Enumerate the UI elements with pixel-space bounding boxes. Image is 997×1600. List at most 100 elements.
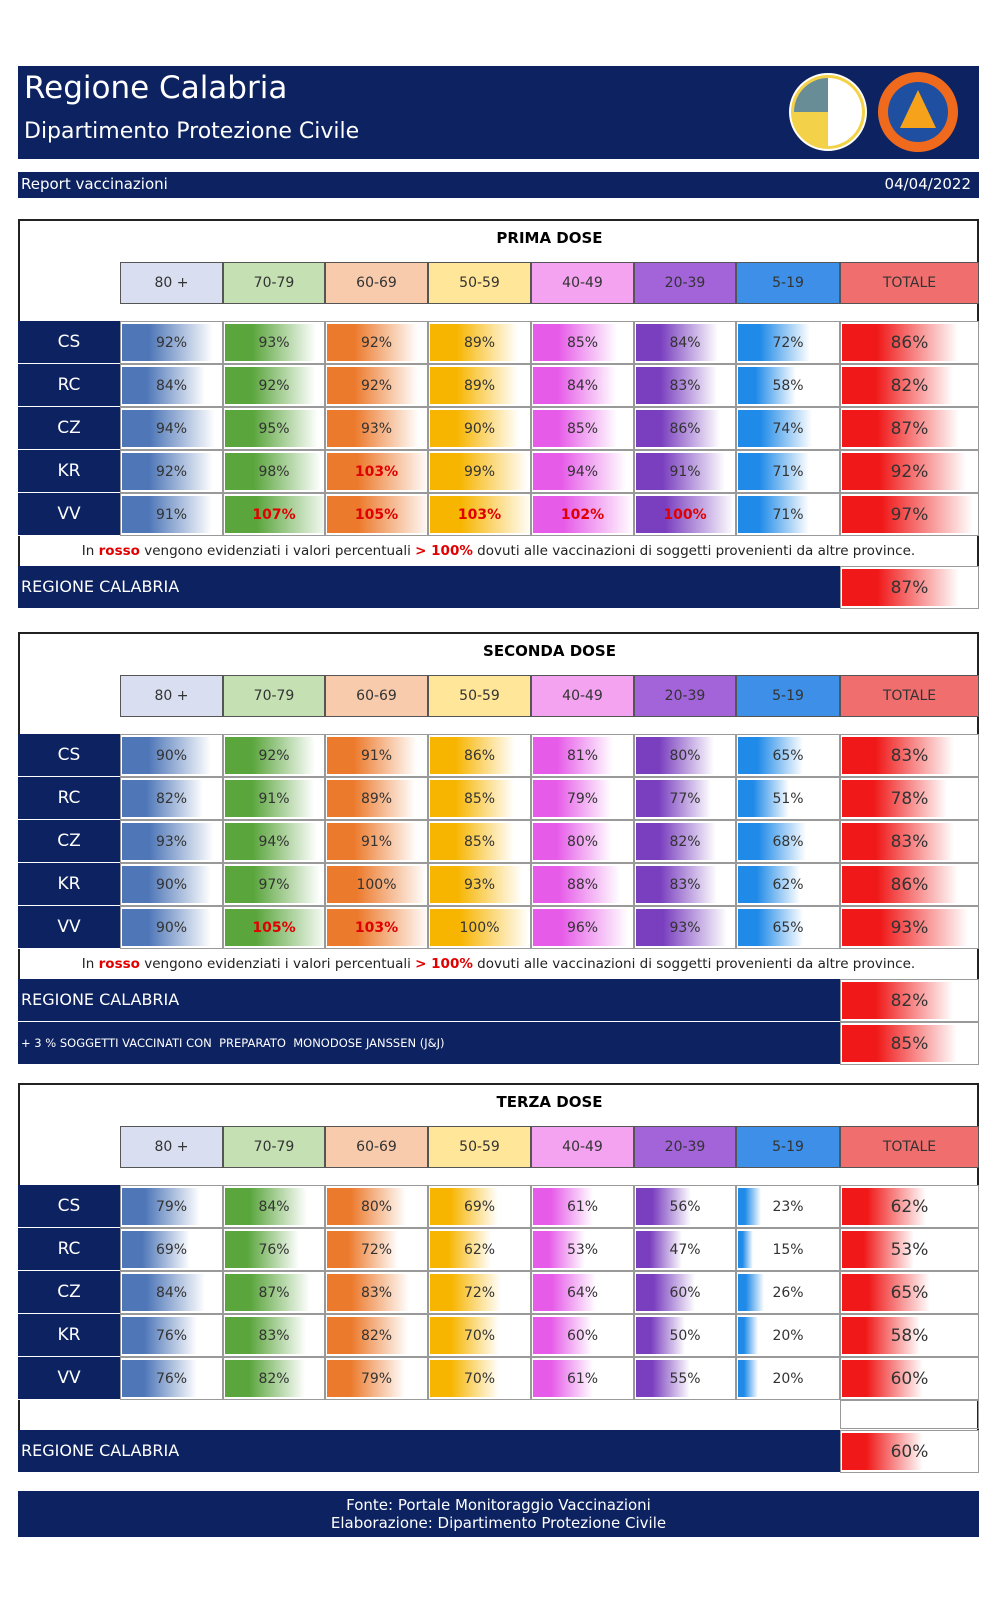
column-header: 5-19 — [736, 1126, 840, 1168]
data-bar — [122, 866, 212, 903]
cell: 93% — [120, 820, 223, 863]
cell: 84% — [120, 364, 223, 407]
note-part: rosso — [98, 543, 140, 559]
cell-value: 99% — [463, 463, 496, 480]
data-bar — [738, 1188, 761, 1225]
cell: 64% — [531, 1271, 634, 1314]
total-cell: 87% — [840, 566, 979, 609]
data-bar — [533, 866, 621, 903]
data-bar — [122, 1231, 191, 1268]
total-cell: 82% — [840, 979, 979, 1022]
total-label: REGIONE CALABRIA — [18, 979, 840, 1022]
footer: Fonte: Portale Monitoraggio Vaccinazioni… — [18, 1491, 979, 1537]
cell: 93% — [428, 863, 531, 906]
data-bar — [842, 569, 960, 606]
cell-value: 100% — [356, 876, 397, 893]
cell-value: 83% — [669, 876, 701, 893]
cell-value: 98% — [258, 463, 290, 480]
column-header: 80 + — [120, 1126, 223, 1168]
data-bar — [738, 1317, 758, 1354]
cell: 102% — [531, 493, 634, 536]
cell: 86% — [428, 734, 531, 777]
cell-value: 93% — [669, 919, 701, 936]
cell: 62% — [840, 1185, 979, 1228]
cell: 88% — [531, 863, 634, 906]
total-label: + 3 % SOGGETTI VACCINATI CON PREPARATO M… — [18, 1022, 840, 1065]
row-label: CS — [18, 321, 120, 364]
data-bar — [636, 324, 719, 361]
cell-value: 83% — [890, 745, 929, 766]
cell-value: 105% — [354, 506, 399, 523]
cell-value: 87% — [890, 418, 929, 439]
cell-value: 100% — [663, 506, 707, 523]
data-bar — [225, 1360, 306, 1397]
subtitle: Dipartimento Protezione Civile — [24, 119, 360, 144]
column-header: 40-49 — [531, 675, 634, 717]
cell: 26% — [736, 1271, 840, 1314]
cell: 15% — [736, 1228, 840, 1271]
data-bar — [636, 1274, 695, 1311]
data-bar — [327, 866, 426, 903]
data-bar — [636, 1317, 685, 1354]
cell: 77% — [634, 777, 736, 820]
cell: 83% — [223, 1314, 325, 1357]
data-bar — [738, 496, 809, 533]
data-bar — [842, 1025, 957, 1062]
cell-value: 80% — [669, 747, 701, 764]
cell-value: 103% — [457, 506, 502, 523]
data-bar — [430, 909, 529, 946]
cell-value: 60% — [669, 1284, 701, 1301]
data-bar — [738, 1231, 753, 1268]
total-value: 60% — [890, 1441, 929, 1462]
cell-value: 89% — [463, 334, 496, 351]
note-part: In — [81, 543, 99, 559]
data-bar — [327, 1360, 406, 1397]
column-header: 50-59 — [428, 675, 531, 717]
cell-value: 50% — [669, 1327, 701, 1344]
cell-value: 47% — [669, 1241, 701, 1258]
cell: 90% — [120, 863, 223, 906]
cell-value: 107% — [252, 506, 296, 523]
cell: 91% — [120, 493, 223, 536]
note-part: rosso — [98, 956, 140, 972]
cell-value: 79% — [566, 790, 599, 807]
cell: 69% — [428, 1185, 531, 1228]
header-bar: Regione Calabria Dipartimento Protezione… — [18, 66, 979, 159]
note: In rosso vengono evidenziati i valori pe… — [18, 538, 979, 564]
cell-value: 83% — [669, 377, 701, 394]
data-bar — [738, 410, 812, 447]
data-bar — [636, 496, 734, 533]
cell: 23% — [736, 1185, 840, 1228]
cell-value: 15% — [772, 1241, 804, 1258]
cell: 89% — [428, 321, 531, 364]
cell-value: 82% — [890, 375, 929, 396]
cell: 93% — [634, 906, 736, 949]
data-bar — [842, 780, 948, 817]
cell-value: 83% — [890, 831, 929, 852]
row-label: VV — [18, 906, 120, 949]
column-header: 40-49 — [531, 1126, 634, 1168]
data-bar — [842, 1274, 930, 1311]
cell-value: 90% — [155, 876, 188, 893]
cell-value: 94% — [566, 463, 599, 480]
total-value: 87% — [890, 577, 929, 598]
cell-value: 82% — [258, 1370, 290, 1387]
data-bar — [327, 1188, 407, 1225]
cell-value: 70% — [463, 1370, 496, 1387]
data-bar — [842, 866, 959, 903]
column-header: 20-39 — [634, 675, 736, 717]
cell-value: 83% — [258, 1327, 290, 1344]
note: In rosso vengono evidenziati i valori pe… — [18, 951, 979, 977]
data-bar — [225, 496, 324, 533]
cell: 20% — [736, 1314, 840, 1357]
cell-value: 85% — [463, 833, 496, 850]
row-label: RC — [18, 777, 120, 820]
cell-value: 76% — [258, 1241, 290, 1258]
total-value: 82% — [890, 990, 929, 1011]
cell: 83% — [840, 820, 979, 863]
data-bar — [533, 737, 614, 774]
cell: 65% — [840, 1271, 979, 1314]
cell-value: 20% — [772, 1370, 804, 1387]
data-bar — [430, 324, 519, 361]
data-bar — [533, 1231, 586, 1268]
